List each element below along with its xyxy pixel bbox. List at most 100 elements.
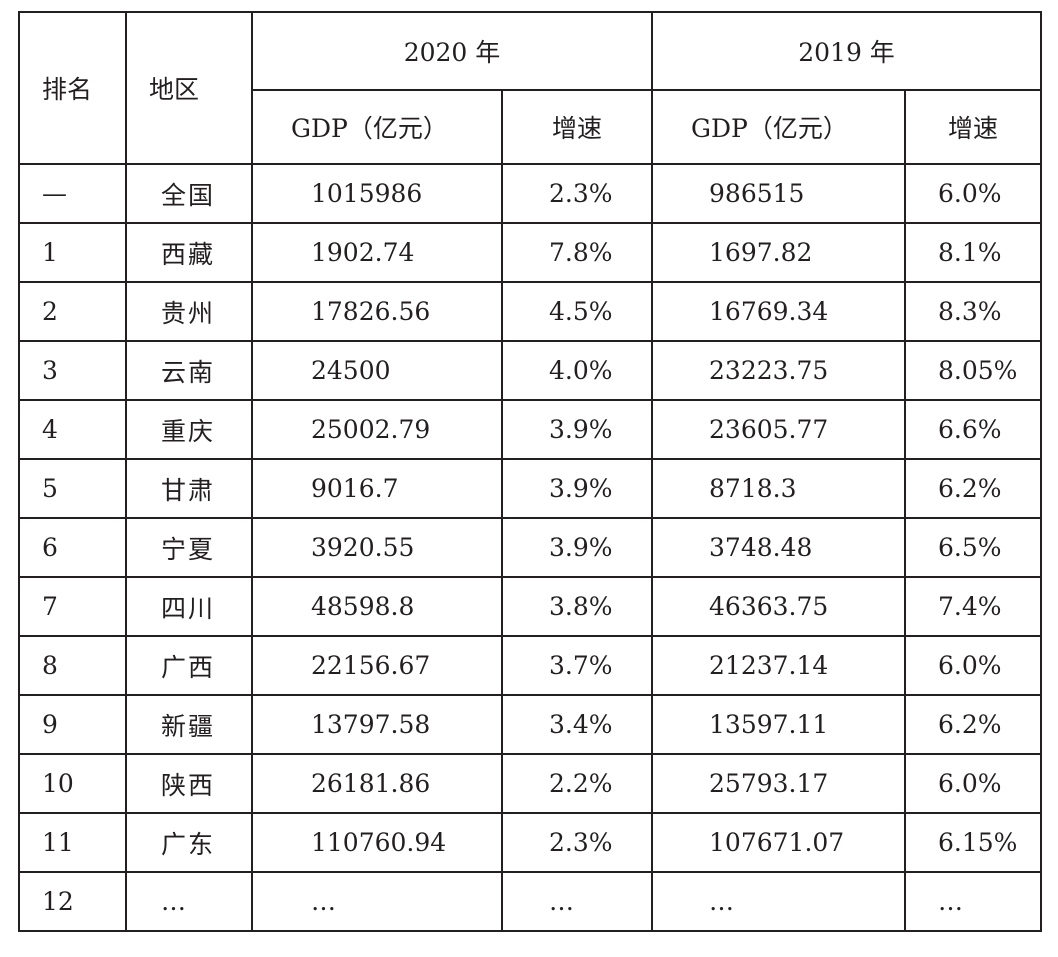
region-cell: 甘肃: [125, 458, 253, 519]
header-year-2019: 2019 年: [651, 11, 1043, 91]
header-row-top: 排名 地区 2020 年 2019 年: [18, 11, 1043, 165]
table-body: — 全国 1015986 2.3% 986515 6.0% 1 西藏 1902.74 7.8% 16…: [18, 163, 1043, 932]
growth-2019-cell: 8.3%: [904, 281, 1043, 342]
rank-cell: 9: [18, 694, 127, 755]
growth-2020-cell: 2.2%: [500, 753, 654, 814]
table-row: 11 广东 110760.94 2.3% 107671.07 6.15%: [18, 812, 1043, 873]
region-cell: 广东: [125, 812, 253, 873]
rank-cell: 10: [18, 753, 127, 814]
table-row: 3 云南 24500 4.0% 23223.75 8.05%: [18, 340, 1043, 401]
header-year-2020: 2020 年: [250, 11, 654, 91]
gdp-2020-cell: 22156.67: [251, 635, 503, 696]
growth-2019-cell: 6.5%: [904, 517, 1043, 578]
region-cell: 陕西: [125, 753, 253, 814]
region-cell: 全国: [125, 163, 253, 224]
growth-2020-cell: 4.5%: [500, 281, 654, 342]
growth-2019-cell: …: [904, 871, 1043, 932]
growth-2019-cell: 8.1%: [904, 222, 1043, 283]
header-gdp-2019: GDP（亿元）: [651, 89, 907, 165]
growth-2020-cell: 2.3%: [500, 163, 654, 224]
growth-2019-cell: 8.05%: [904, 340, 1043, 401]
growth-2019-cell: 6.2%: [904, 458, 1043, 519]
table-row: 8 广西 22156.67 3.7% 21237.14 6.0%: [18, 635, 1043, 696]
growth-2019-cell: 6.0%: [904, 163, 1043, 224]
growth-2020-cell: …: [500, 871, 654, 932]
gdp-2020-cell: 17826.56: [251, 281, 503, 342]
gdp-2019-cell: 986515: [651, 163, 907, 224]
region-cell: 重庆: [125, 399, 253, 460]
gdp-2020-cell: 1902.74: [251, 222, 503, 283]
gdp-2019-cell: 16769.34: [651, 281, 907, 342]
rank-cell: 1: [18, 222, 127, 283]
gdp-2020-cell: 24500: [251, 340, 503, 401]
gdp-2019-cell: 46363.75: [651, 576, 907, 637]
growth-2019-cell: 6.0%: [904, 753, 1043, 814]
region-cell: 新疆: [125, 694, 253, 755]
region-cell: 贵州: [125, 281, 253, 342]
region-cell: 西藏: [125, 222, 253, 283]
rank-cell: —: [18, 163, 127, 224]
rank-cell: 7: [18, 576, 127, 637]
table-row: 2 贵州 17826.56 4.5% 16769.34 8.3%: [18, 281, 1043, 342]
gdp-2020-cell: 9016.7: [251, 458, 503, 519]
gdp-2019-cell: 21237.14: [651, 635, 907, 696]
region-cell: 宁夏: [125, 517, 253, 578]
table-row: 4 重庆 25002.79 3.9% 23605.77 6.6%: [18, 399, 1043, 460]
header-gdp-2020: GDP（亿元）: [251, 89, 503, 165]
gdp-2020-cell: …: [251, 871, 503, 932]
gdp-2019-cell: 13597.11: [651, 694, 907, 755]
gdp-2020-cell: 110760.94: [251, 812, 503, 873]
growth-2019-cell: 7.4%: [904, 576, 1043, 637]
rank-cell: 6: [18, 517, 127, 578]
gdp-2020-cell: 1015986: [251, 163, 503, 224]
rank-cell: 2: [18, 281, 127, 342]
table-row: 6 宁夏 3920.55 3.9% 3748.48 6.5%: [18, 517, 1043, 578]
region-cell: 广西: [125, 635, 253, 696]
gdp-2019-cell: 23223.75: [651, 340, 907, 401]
table-row: 9 新疆 13797.58 3.4% 13597.11 6.2%: [18, 694, 1043, 755]
header-region: 地区: [125, 11, 253, 165]
gdp-2020-cell: 25002.79: [251, 399, 503, 460]
rank-cell: 4: [18, 399, 127, 460]
region-cell: 云南: [125, 340, 253, 401]
table-row: — 全国 1015986 2.3% 986515 6.0%: [18, 163, 1043, 224]
growth-2020-cell: 3.9%: [500, 517, 654, 578]
gdp-2019-cell: 3748.48: [651, 517, 907, 578]
gdp-2019-cell: 25793.17: [651, 753, 907, 814]
region-cell: 四川: [125, 576, 253, 637]
table-row: 10 陕西 26181.86 2.2% 25793.17 6.0%: [18, 753, 1043, 814]
gdp-2020-cell: 48598.8: [251, 576, 503, 637]
gdp-2019-cell: 107671.07: [651, 812, 907, 873]
region-cell: …: [125, 871, 253, 932]
table-row: 1 西藏 1902.74 7.8% 1697.82 8.1%: [18, 222, 1043, 283]
rank-cell: 12: [18, 871, 127, 932]
gdp-2019-cell: 23605.77: [651, 399, 907, 460]
growth-2020-cell: 3.9%: [500, 399, 654, 460]
rank-cell: 3: [18, 340, 127, 401]
header-rank: 排名: [18, 11, 127, 165]
header-growth-2020: 增速: [500, 89, 654, 165]
growth-2020-cell: 2.3%: [500, 812, 654, 873]
rank-cell: 5: [18, 458, 127, 519]
gdp-2020-cell: 26181.86: [251, 753, 503, 814]
rank-cell: 8: [18, 635, 127, 696]
growth-2019-cell: 6.0%: [904, 635, 1043, 696]
growth-2020-cell: 3.8%: [500, 576, 654, 637]
header-growth-2019: 增速: [904, 89, 1043, 165]
rank-cell: 11: [18, 812, 127, 873]
growth-2019-cell: 6.15%: [904, 812, 1043, 873]
gdp-2019-cell: 8718.3: [651, 458, 907, 519]
table-row: 5 甘肃 9016.7 3.9% 8718.3 6.2%: [18, 458, 1043, 519]
growth-2020-cell: 3.9%: [500, 458, 654, 519]
gdp-2019-cell: 1697.82: [651, 222, 907, 283]
growth-2019-cell: 6.2%: [904, 694, 1043, 755]
table-row: 7 四川 48598.8 3.8% 46363.75 7.4%: [18, 576, 1043, 637]
header-row-sub: GDP（亿元） 增速 GDP（亿元） 增速: [19, 89, 1043, 165]
gdp-2020-cell: 13797.58: [251, 694, 503, 755]
gdp-2019-cell: …: [651, 871, 907, 932]
growth-2020-cell: 4.0%: [500, 340, 654, 401]
growth-2019-cell: 6.6%: [904, 399, 1043, 460]
gdp-2020-cell: 3920.55: [251, 517, 503, 578]
growth-2020-cell: 3.7%: [500, 635, 654, 696]
gdp-ranking-table: 排名 地区 2020 年 2019 年 GDP（亿元） 增速 GDP（亿元） 增…: [18, 11, 1043, 932]
